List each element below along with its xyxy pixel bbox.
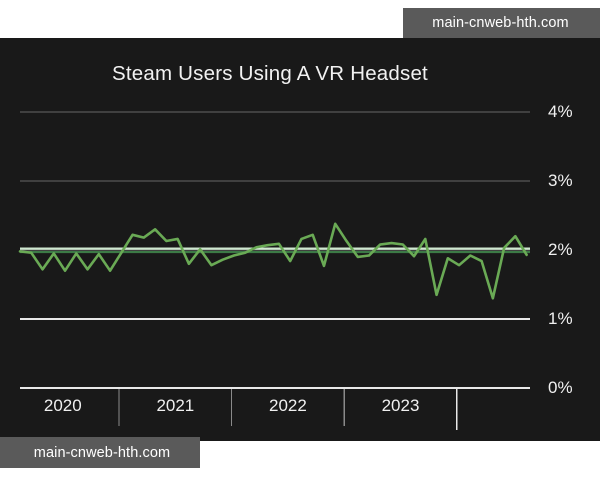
x-tick-label-2023: 2023	[381, 396, 420, 415]
y-tick-label-0pct: 0%	[548, 378, 573, 397]
chart-title: Steam Users Using A VR Headset	[112, 62, 428, 85]
chart-panel: Steam Users Using A VR Headset 4% 3% 2% 1% 0…	[0, 38, 600, 441]
x-tick-label-2021: 2021	[156, 396, 195, 415]
line-chart-plot	[18, 111, 530, 430]
x-tick-label-2022: 2022	[269, 396, 307, 415]
y-tick-label-3pct: 3%	[548, 171, 573, 190]
y-tick-label-2pct: 2%	[548, 240, 573, 259]
y-tick-label-1pct: 1%	[548, 309, 573, 328]
series-line	[18, 222, 528, 300]
x-tick-label-2020: 2020	[43, 396, 82, 415]
watermark-top: main-cnweb-hth.com	[403, 8, 600, 38]
y-tick-label-4pct: 4%	[548, 102, 573, 121]
watermark-bottom: main-cnweb-hth.com	[0, 437, 200, 468]
